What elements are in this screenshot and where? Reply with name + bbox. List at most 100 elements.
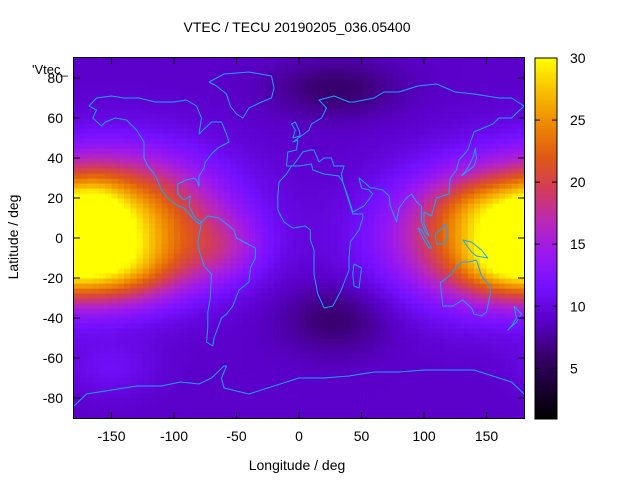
heatmap-cell — [286, 413, 294, 419]
heatmap-cell — [261, 158, 269, 164]
heatmap-cell — [117, 373, 125, 379]
heatmap-cell — [155, 398, 163, 404]
heatmap-cell — [424, 383, 431, 389]
heatmap-cell — [205, 133, 213, 139]
heatmap-cell — [317, 348, 325, 354]
heatmap-cell — [124, 163, 131, 169]
heatmap-cell — [430, 268, 438, 274]
heatmap-cell — [167, 153, 175, 159]
heatmap-cell — [161, 193, 169, 199]
heatmap-cell — [505, 353, 513, 359]
heatmap-cell — [155, 253, 163, 259]
heatmap-cell — [417, 193, 425, 199]
heatmap-cell — [155, 333, 163, 339]
heatmap-cell — [392, 413, 400, 419]
heatmap-cell — [442, 348, 450, 354]
heatmap-cell — [280, 88, 288, 94]
heatmap-cell — [317, 283, 325, 289]
heatmap-cell — [242, 203, 250, 209]
heatmap-cell — [399, 273, 406, 279]
heatmap-cell — [392, 368, 400, 374]
heatmap-cell — [499, 108, 506, 114]
heatmap-cell — [155, 378, 163, 384]
heatmap-cell — [317, 123, 325, 129]
heatmap-cell — [424, 403, 431, 409]
heatmap-cell — [299, 393, 306, 399]
heatmap-cell — [199, 133, 206, 139]
heatmap-cell — [299, 333, 306, 339]
heatmap-cell — [355, 393, 363, 399]
heatmap-cell — [92, 348, 100, 354]
heatmap-cell — [361, 348, 369, 354]
heatmap-cell — [330, 268, 338, 274]
heatmap-cell — [111, 98, 119, 104]
heatmap-cell — [86, 298, 94, 304]
heatmap-cell — [324, 293, 331, 299]
heatmap-cell — [449, 138, 456, 144]
heatmap-cell — [111, 363, 119, 369]
heatmap-cell — [386, 353, 394, 359]
heatmap-cell — [386, 83, 394, 89]
heatmap-cell — [299, 173, 306, 179]
heatmap-cell — [442, 253, 450, 259]
heatmap-cell — [249, 203, 256, 209]
heatmap-cell — [249, 413, 256, 419]
heatmap-cell — [205, 123, 213, 129]
heatmap-cell — [117, 198, 125, 204]
heatmap-cell — [417, 93, 425, 99]
heatmap-cell — [417, 368, 425, 374]
heatmap-cell — [86, 393, 94, 399]
heatmap-cell — [230, 183, 238, 189]
heatmap-cell — [499, 198, 506, 204]
heatmap-cell — [417, 323, 425, 329]
heatmap-cell — [336, 203, 344, 209]
heatmap-cell — [492, 333, 500, 339]
heatmap-cell — [249, 133, 256, 139]
heatmap-cell — [174, 313, 181, 319]
heatmap-cell — [317, 218, 325, 224]
heatmap-cell — [386, 273, 394, 279]
heatmap-cell — [449, 188, 456, 194]
heatmap-cell — [424, 413, 431, 419]
heatmap-cell — [199, 323, 206, 329]
heatmap-cell — [417, 258, 425, 264]
heatmap-cell — [86, 278, 94, 284]
heatmap-cell — [192, 358, 200, 364]
heatmap-cell — [486, 408, 494, 414]
heatmap-cell — [399, 108, 406, 114]
heatmap-cell — [324, 83, 331, 89]
heatmap-cell — [342, 303, 350, 309]
heatmap-cell — [461, 373, 469, 379]
heatmap-cell — [349, 258, 356, 264]
heatmap-cell — [92, 323, 100, 329]
heatmap-cell — [80, 223, 88, 229]
heatmap-cell — [155, 348, 163, 354]
heatmap-cell — [511, 278, 519, 284]
heatmap-cell — [155, 353, 163, 359]
heatmap-cell — [186, 333, 194, 339]
heatmap-cell — [236, 398, 244, 404]
heatmap-cell — [311, 243, 319, 249]
heatmap-cell — [324, 353, 331, 359]
heatmap-cell — [86, 123, 94, 129]
heatmap-cell — [74, 133, 81, 139]
heatmap-cell — [261, 318, 269, 324]
heatmap-cell — [155, 278, 163, 284]
heatmap-cell — [80, 98, 88, 104]
heatmap-cell — [486, 148, 494, 154]
heatmap-cell — [124, 298, 131, 304]
heatmap-cell — [311, 323, 319, 329]
heatmap-cell — [99, 408, 106, 414]
heatmap-cell — [424, 203, 431, 209]
heatmap-cell — [292, 143, 300, 149]
heatmap-cell — [186, 153, 194, 159]
heatmap-cell — [155, 298, 163, 304]
heatmap-cell — [161, 93, 169, 99]
heatmap-cell — [261, 343, 269, 349]
heatmap-cell — [449, 308, 456, 314]
heatmap-cell — [324, 223, 331, 229]
heatmap-cell — [267, 78, 275, 84]
heatmap-cell — [105, 278, 113, 284]
heatmap-cell — [86, 248, 94, 254]
heatmap-cell — [174, 138, 181, 144]
